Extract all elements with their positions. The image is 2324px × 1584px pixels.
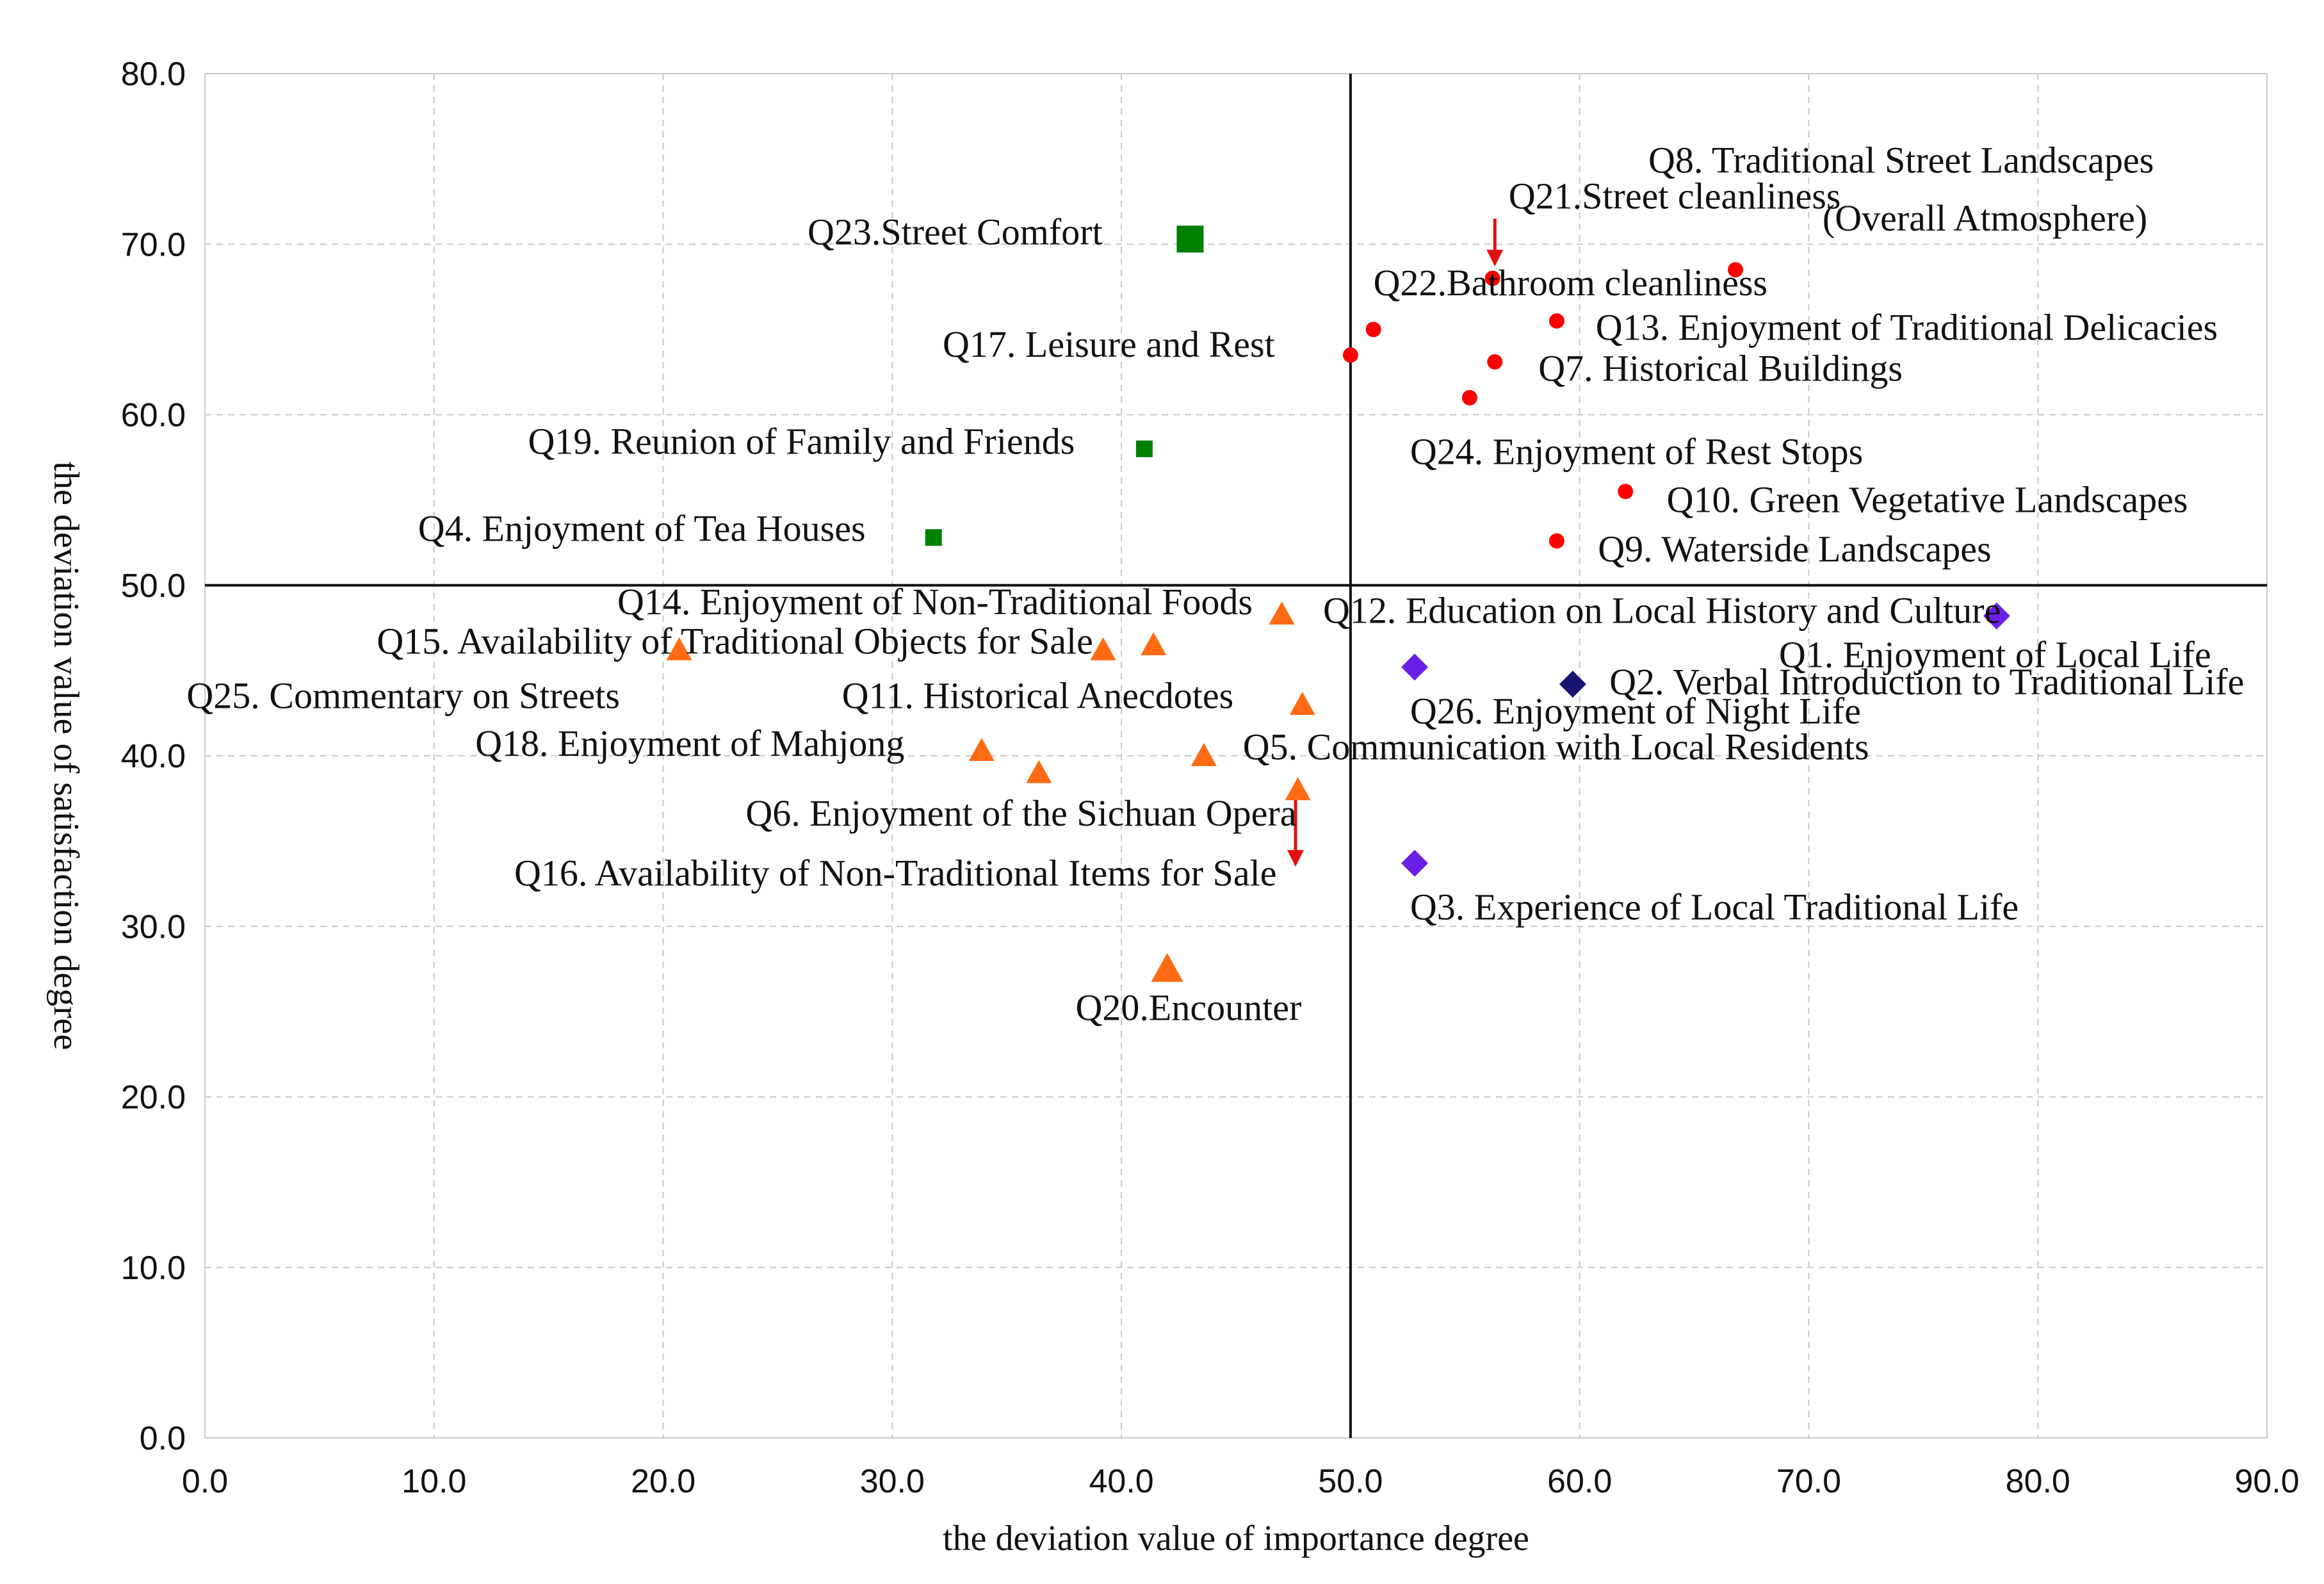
- y-tick-label: 0.0: [140, 1420, 186, 1457]
- x-axis-title: the deviation value of importance degree: [943, 1519, 1529, 1558]
- y-tick-label: 40.0: [121, 738, 186, 775]
- point-label: Q20.Encounter: [1076, 987, 1302, 1029]
- point-label: Q7. Historical Buildings: [1538, 347, 1903, 389]
- point-label: Q13. Enjoyment of Traditional Delicacies: [1596, 306, 2218, 348]
- point-label: Q23.Street Comfort: [808, 211, 1103, 252]
- point-label: Q26. Enjoyment of Night Life: [1410, 690, 1861, 731]
- data-point-triangle: [1090, 637, 1116, 660]
- y-tick-label: 20.0: [121, 1079, 186, 1116]
- x-tick-label: 80.0: [2006, 1463, 2070, 1500]
- point-label: Q14. Enjoyment of Non-Traditional Foods: [617, 581, 1253, 623]
- x-tick-label: 40.0: [1089, 1463, 1154, 1500]
- point-label: Q24. Enjoyment of Rest Stops: [1410, 431, 1863, 473]
- point-label: Q16. Availability of Non-Traditional Ite…: [514, 852, 1276, 894]
- point-label: Q5. Communication with Local Residents: [1243, 726, 1869, 767]
- data-point-triangle: [1141, 632, 1167, 655]
- x-tick-label: 30.0: [860, 1463, 925, 1500]
- x-tick-label: 20.0: [631, 1463, 695, 1500]
- x-tick-label: 60.0: [1547, 1463, 1612, 1500]
- y-tick-label: 70.0: [121, 226, 186, 263]
- data-point-circle: [1484, 270, 1500, 286]
- data-point-circle: [1342, 347, 1358, 363]
- point-labels: Q8. Traditional Street Landscapes (Overal…: [186, 139, 2244, 1028]
- point-label: Q1. Enjoyment of Local Life: [1779, 634, 2211, 676]
- point-label: Q9. Waterside Landscapes: [1598, 528, 1991, 569]
- data-point-triangle: [1190, 743, 1217, 766]
- x-tick-label: 10.0: [402, 1463, 466, 1500]
- y-tick-label: 50.0: [121, 567, 186, 605]
- point-label: Q2. Verbal Introduction to Traditional L…: [1609, 661, 2244, 703]
- point-label: Q4. Enjoyment of Tea Houses: [418, 508, 866, 550]
- data-point-triangle: [968, 738, 995, 762]
- data-point-circle: [1618, 484, 1634, 500]
- y-tick-label: 60.0: [121, 397, 186, 434]
- point-label: Q22.Bathroom cleanliness: [1374, 262, 1767, 304]
- x-tick-label: 70.0: [1776, 1463, 1841, 1500]
- annotation-arrows: [1287, 218, 1504, 867]
- data-point-triangle: [1289, 692, 1315, 715]
- point-label: Q8. Traditional Street Landscapes: [1648, 139, 2154, 181]
- reference-lines: [205, 74, 2267, 1438]
- point-label: Q12. Education on Local History and Cult…: [1323, 589, 2001, 631]
- y-tick-label: 10.0: [121, 1250, 186, 1287]
- annotation-arrow-head: [1486, 249, 1504, 266]
- x-tick-label: 50.0: [1318, 1463, 1383, 1500]
- point-label: Q6. Enjoyment of the Sichuan Opera: [745, 792, 1296, 834]
- y-tick-label: 30.0: [121, 908, 186, 945]
- data-point-triangle: [666, 637, 692, 660]
- point-label: (Overall Atmosphere): [1823, 197, 2147, 239]
- annotation-arrow-head: [1287, 850, 1304, 867]
- plot-frame: [204, 73, 2268, 1439]
- data-point-diamond: [1983, 602, 2010, 630]
- data-point-diamond: [1559, 671, 1586, 698]
- axis-ticks: 0.0 10.0 20.0 30.0 40.0 50.0 60.0 70.0 80.0 90.0 0…: [121, 56, 2300, 1500]
- data-point-circle: [1461, 389, 1477, 405]
- data-point-circle: [1548, 313, 1564, 329]
- data-point-triangle: [1026, 760, 1052, 783]
- point-label: Q18. Enjoyment of Mahjong: [475, 723, 904, 764]
- point-label: Q21.Street cleanliness: [1509, 175, 1841, 216]
- data-points: [666, 225, 2010, 982]
- data-point-triangle: [1151, 952, 1183, 982]
- point-label: Q15. Availability of Traditional Objects…: [377, 620, 1093, 662]
- point-label: Q11. Historical Anecdotes: [842, 674, 1234, 716]
- y-axis-title: the deviation value of satisfaction degr…: [46, 462, 86, 1050]
- data-point-square: [1135, 440, 1153, 457]
- data-point-circle: [1487, 354, 1503, 370]
- point-label: Q19. Reunion of Family and Friends: [528, 421, 1075, 462]
- x-tick-label: 0.0: [182, 1463, 228, 1500]
- point-label: Q10. Green Vegetative Landscapes: [1667, 478, 2188, 520]
- data-point-diamond: [1401, 849, 1429, 877]
- y-tick-label: 80.0: [121, 56, 186, 93]
- data-point-circle: [1365, 322, 1381, 338]
- data-point-triangle: [1285, 777, 1311, 801]
- data-point-circle: [1727, 262, 1743, 278]
- point-label: Q3. Experience of Local Traditional Life: [1410, 886, 2019, 928]
- point-label: Q17. Leisure and Rest: [943, 323, 1275, 365]
- data-point-triangle: [1269, 601, 1295, 625]
- data-point-square: [1176, 225, 1204, 253]
- point-label: Q25. Commentary on Streets: [186, 674, 620, 716]
- data-point-diamond: [1401, 653, 1429, 681]
- data-point-circle: [1548, 533, 1564, 549]
- data-point-square: [925, 529, 942, 546]
- x-tick-label: 90.0: [2234, 1463, 2299, 1500]
